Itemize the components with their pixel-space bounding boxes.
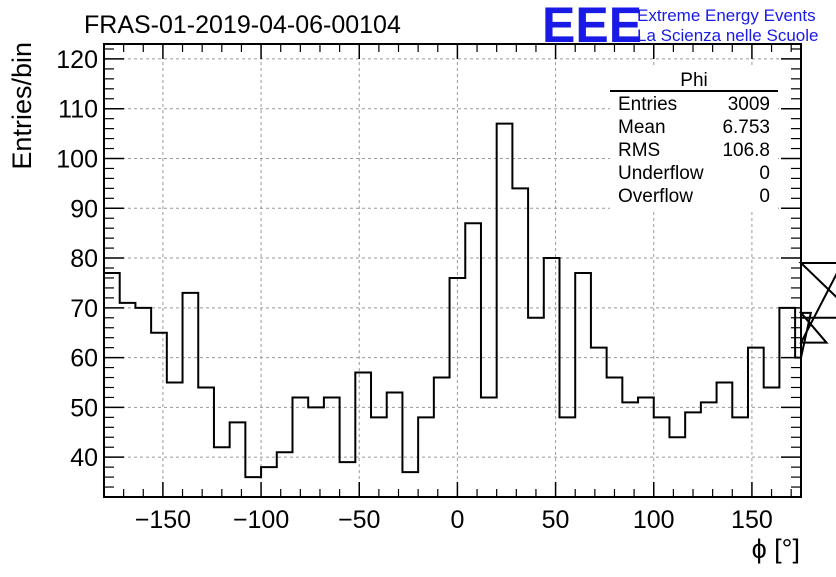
x-tick-label: −150 [135,506,191,534]
x-axis-label: ϕ [°] [752,534,800,564]
y-tick-label: 90 [70,195,98,223]
x-tick-label: −50 [338,506,380,534]
histogram-series [104,122,836,479]
stats-box: Phi Entries 3009 Mean 6.753 RMS 106.8 Un… [610,66,778,212]
stats-row-label: Entries [618,94,677,115]
plot-frame [103,43,802,498]
stats-row-value: 6.753 [722,117,770,138]
grid-lines [104,44,801,497]
y-tick-label: 70 [70,295,98,323]
y-tick-label: 50 [70,394,98,422]
stats-row-value: 106.8 [722,140,770,161]
y-tick-label: 60 [70,345,98,373]
y-axis-label: Entries/bin [7,42,37,170]
project-name: Extreme Energy Events [637,6,816,25]
y-tick-label: 100 [56,145,98,173]
project-subtitle: La Scienza nelle Scuole [637,26,818,45]
y-tick-label: 80 [70,245,98,273]
stats-row-value: 0 [759,186,770,207]
stats-row-label: RMS [618,140,660,161]
x-tick-label: 100 [633,506,675,534]
x-tick-label: 0 [450,506,464,534]
x-tick-label: −100 [233,506,289,534]
axis-ticks [103,44,801,498]
stats-row-label: Overflow [618,186,693,207]
x-tick-label: 50 [542,506,570,534]
eee-logo: EEE [542,0,642,53]
x-tick-label: 150 [731,506,773,534]
stats-row-value: 0 [759,163,770,184]
stats-row-value: 3009 [728,94,770,115]
stats-row-label: Underflow [618,163,704,184]
stats-title: Phi [680,70,707,91]
y-tick-label: 40 [70,444,98,472]
chart-title: FRAS-01-2019-04-06-00104 [84,11,401,39]
stats-row-label: Mean [618,117,666,138]
y-tick-label: 110 [58,96,98,124]
tick-labels: −150 −100 −50 0 50 100 150 40 50 60 70 80 90 100 110 12… [56,46,772,534]
y-tick-label: 120 [56,46,98,74]
